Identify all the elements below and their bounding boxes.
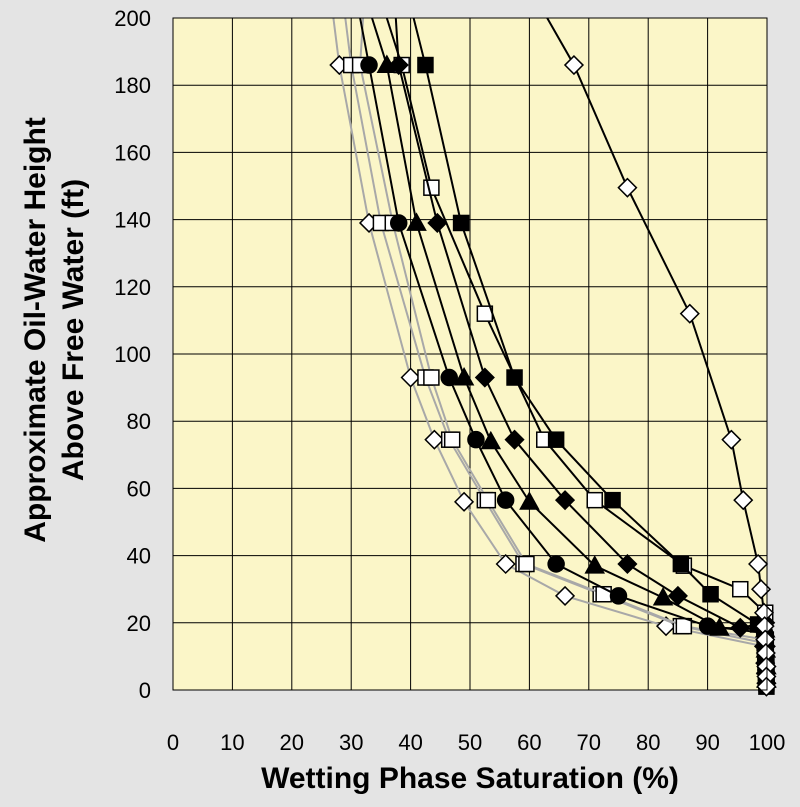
x-tick-label: 10 — [220, 730, 244, 755]
diamond-marker — [721, 429, 742, 450]
y-tick-label: 80 — [127, 409, 151, 434]
circle-marker — [389, 214, 408, 232]
triangle-marker — [480, 430, 502, 450]
diamond-marker — [563, 54, 585, 76]
y-tick-label: 200 — [114, 6, 151, 31]
circle-marker — [440, 368, 458, 387]
square-marker — [732, 580, 749, 598]
diamond-marker — [474, 367, 495, 388]
y-tick-label: 40 — [127, 544, 151, 569]
y-axis-title-line-1: Approximate Oil-Water Height — [19, 117, 52, 543]
square-marker — [423, 179, 440, 196]
square-marker — [672, 555, 690, 573]
diamond-marker — [424, 429, 445, 450]
triangle-marker — [519, 491, 540, 510]
diamond-marker — [730, 617, 751, 638]
y-tick-label: 100 — [114, 342, 151, 367]
diamond-marker — [617, 177, 638, 198]
x-tick-label: 80 — [636, 730, 660, 755]
square-marker — [417, 56, 434, 74]
x-tick-labels: 0 10 20 30 40 50 60 70 80 90 100 — [167, 730, 785, 755]
triangle-marker — [406, 212, 427, 231]
x-tick-label: 70 — [577, 730, 601, 755]
square-marker — [452, 214, 470, 232]
x-tick-label: 60 — [517, 730, 541, 755]
diamond-marker — [617, 553, 638, 575]
x-tick-label: 0 — [167, 730, 179, 755]
diamond-marker — [733, 490, 754, 511]
x-tick-label: 30 — [339, 730, 363, 755]
triangle-marker — [453, 366, 475, 386]
circle-marker — [467, 430, 485, 449]
square-marker — [604, 491, 621, 509]
diamond-marker — [679, 303, 700, 324]
x-tick-label: 20 — [280, 730, 304, 755]
y-tick-label: 120 — [114, 275, 151, 300]
y-tick-label: 60 — [127, 476, 151, 501]
y-tick-labels: 0 20 40 60 80 100 120 140 160 180 200 — [114, 6, 151, 703]
y-axis-title-line-2: Above Free Water (ft) — [57, 179, 90, 481]
diamond-marker — [453, 491, 475, 512]
y-tick-label: 160 — [114, 140, 151, 165]
square-marker — [547, 431, 565, 448]
x-tick-label: 100 — [749, 730, 786, 755]
diamond-marker — [554, 490, 576, 511]
diamond-marker — [427, 212, 448, 234]
x-tick-label: 90 — [695, 730, 719, 755]
diamond-marker — [756, 676, 777, 697]
diamond-marker — [495, 553, 516, 575]
square-marker — [506, 369, 523, 386]
triangle-marker — [709, 617, 730, 636]
square-marker — [479, 491, 497, 509]
x-tick-label: 40 — [398, 730, 422, 755]
diamond-marker — [554, 585, 576, 606]
x-tick-label: 50 — [458, 730, 482, 755]
square-marker — [518, 555, 535, 573]
plot-frame — [172, 17, 768, 691]
diamond-marker — [388, 54, 409, 76]
circle-marker — [360, 56, 378, 74]
diamond-marker — [504, 429, 525, 450]
series-layer — [329, 18, 777, 697]
circle-marker — [609, 587, 628, 605]
diamond-marker — [400, 367, 421, 388]
circle-marker — [496, 491, 515, 509]
y-tick-label: 140 — [114, 208, 151, 233]
square-marker — [443, 431, 461, 448]
y-tick-label: 0 — [139, 678, 151, 703]
square-marker — [586, 491, 603, 509]
triangle-marker — [652, 587, 674, 606]
series-9 — [546, 18, 777, 697]
circle-marker — [547, 555, 565, 573]
square-marker — [423, 369, 440, 386]
x-axis-title: Wetting Phase Saturation (%) — [261, 762, 679, 795]
square-marker — [702, 585, 719, 603]
triangle-marker — [584, 555, 606, 574]
diamond-marker — [667, 585, 688, 606]
y-tick-label: 180 — [114, 73, 151, 98]
diamond-marker — [748, 553, 769, 575]
y-tick-label: 20 — [127, 611, 151, 636]
